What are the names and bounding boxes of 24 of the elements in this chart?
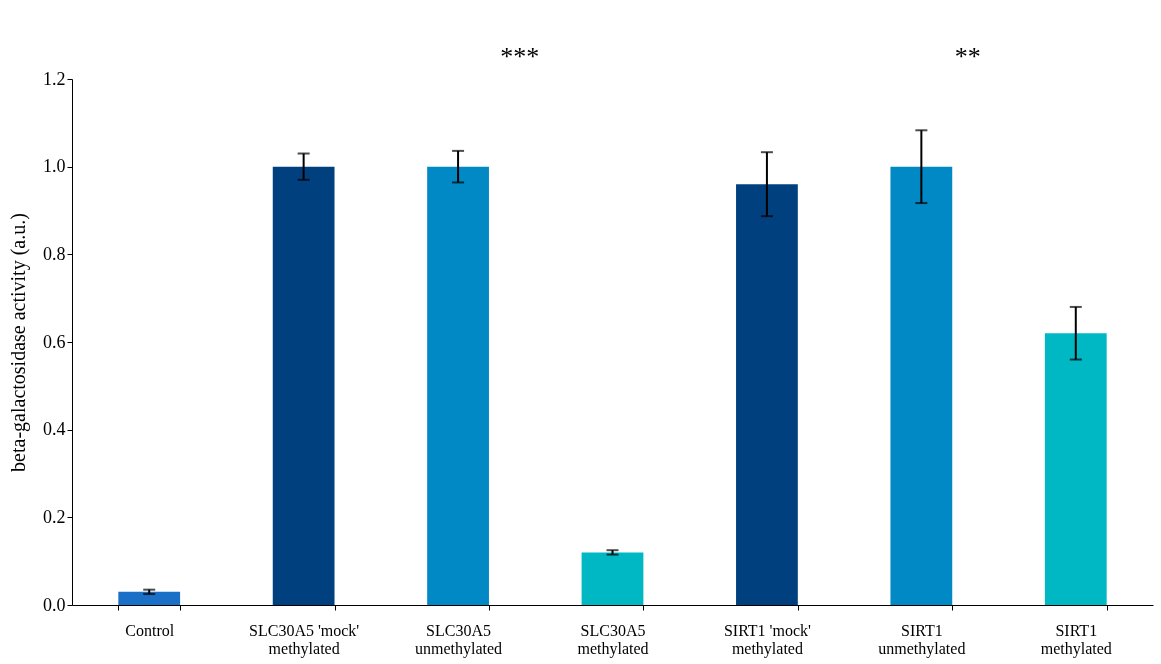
y-tick-label: 1.0 bbox=[43, 156, 66, 177]
bar bbox=[581, 552, 644, 605]
y-tick-label: 1.2 bbox=[43, 68, 66, 89]
bar bbox=[118, 591, 181, 605]
bar bbox=[427, 166, 489, 605]
x-tick-label: SLC30A5 'mock' methylated bbox=[249, 621, 360, 658]
y-tick-label: 0.6 bbox=[43, 331, 66, 352]
x-tick-label: SIRT1 'mock' methylated bbox=[723, 621, 812, 658]
text: *** bbox=[500, 42, 540, 71]
bar bbox=[736, 184, 798, 605]
x-tick-label: SLC30A5 unmethylated bbox=[415, 621, 503, 658]
text: ** bbox=[954, 42, 981, 71]
x-tick-label: SIRT1 unmethylated bbox=[878, 621, 966, 658]
bar bbox=[1044, 333, 1107, 605]
x-tick-label: SIRT1 methylated bbox=[1040, 621, 1112, 658]
bar bbox=[272, 166, 335, 605]
y-tick-label: 0.4 bbox=[43, 419, 66, 440]
y-tick-label: 0.2 bbox=[43, 506, 66, 527]
x-tick-label: Control bbox=[125, 621, 175, 639]
y-tick-label: 0.8 bbox=[43, 243, 66, 264]
y-axis-title: beta-galactosidase activity (a.u.) bbox=[7, 213, 30, 472]
x-tick-label: SLC30A5 methylated bbox=[577, 621, 649, 658]
bar bbox=[890, 166, 953, 605]
y-tick-label: 0.0 bbox=[43, 594, 66, 615]
